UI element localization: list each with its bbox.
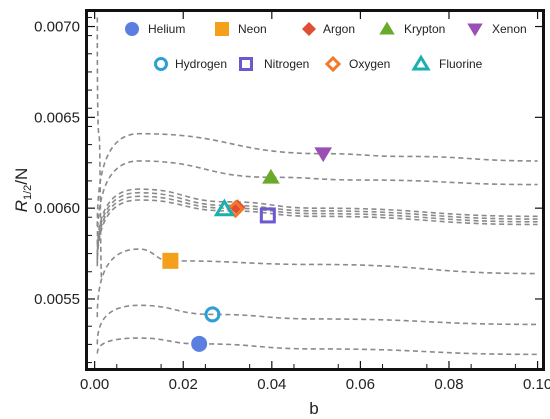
y-axis-label-main: R xyxy=(12,200,31,212)
legend-label-helium: Helium xyxy=(148,22,185,36)
y-axis-label-subscript: 1/2 xyxy=(22,185,34,200)
x-tick-label: 0.02 xyxy=(169,376,198,393)
legend-label-argon: Argon xyxy=(323,22,355,36)
plot-frame xyxy=(85,9,545,371)
x-tick-label: 0.04 xyxy=(257,376,286,393)
legend-label-xenon: Xenon xyxy=(492,22,527,36)
series-curve-3 xyxy=(96,248,538,318)
y-tick-label: 0.0060 xyxy=(34,200,80,217)
legend-label-krypton: Krypton xyxy=(404,22,445,36)
marker-neon xyxy=(162,252,179,269)
legend-marker-helium xyxy=(125,22,139,36)
legend-marker-fluorine xyxy=(411,54,431,71)
marker-oxygen xyxy=(226,199,245,219)
marker-hydrogen xyxy=(204,306,221,323)
legend-marker-hydrogen xyxy=(154,57,168,71)
marker-krypton xyxy=(262,168,280,184)
legend: Helium Neon Argon Krypton Xenon Hydrogen Nitro… xyxy=(125,21,527,73)
y-axis: 0.0055 0.0060 0.0065 0.0070 xyxy=(34,16,542,364)
marker-helium xyxy=(191,335,208,352)
legend-marker-argon xyxy=(302,22,316,36)
series-curve-2 xyxy=(96,304,538,345)
marker-fluorine xyxy=(213,198,236,217)
y-axis-label-tail: /N xyxy=(12,168,31,185)
y-axis-label: R1/2/N xyxy=(12,168,34,213)
legend-label-fluorine: Fluorine xyxy=(439,57,483,71)
y-tick-label: 0.0055 xyxy=(34,291,80,308)
x-axis: 0.00 0.02 0.04 0.06 0.08 0.10 xyxy=(80,12,550,393)
series-curve-8 xyxy=(96,160,538,245)
y-tick-label: 0.0065 xyxy=(34,109,80,126)
legend-marker-oxygen xyxy=(324,55,342,73)
legend-marker-neon xyxy=(215,22,229,36)
x-tick-label: 0.00 xyxy=(80,376,109,393)
legend-marker-nitrogen xyxy=(239,57,253,71)
y-tick-label: 0.0070 xyxy=(34,19,80,36)
x-tick-label: 0.06 xyxy=(346,376,375,393)
data-markers xyxy=(162,147,333,352)
x-tick-label: 0.08 xyxy=(434,376,463,393)
x-tick-label: 0.10 xyxy=(523,376,550,393)
marker-xenon xyxy=(314,147,333,163)
legend-label-hydrogen: Hydrogen xyxy=(175,57,227,71)
legend-label-oxygen: Oxygen xyxy=(349,57,390,71)
series-curve-1 xyxy=(96,337,538,356)
x-axis-label: b xyxy=(309,399,318,418)
legend-label-neon: Neon xyxy=(238,22,267,36)
series-curve-9 xyxy=(96,132,538,227)
legend-marker-xenon xyxy=(467,23,483,37)
legend-marker-krypton xyxy=(379,21,395,35)
series-curve-4 xyxy=(96,199,538,267)
legend-label-nitrogen: Nitrogen xyxy=(264,57,309,71)
marker-nitrogen xyxy=(259,207,276,224)
